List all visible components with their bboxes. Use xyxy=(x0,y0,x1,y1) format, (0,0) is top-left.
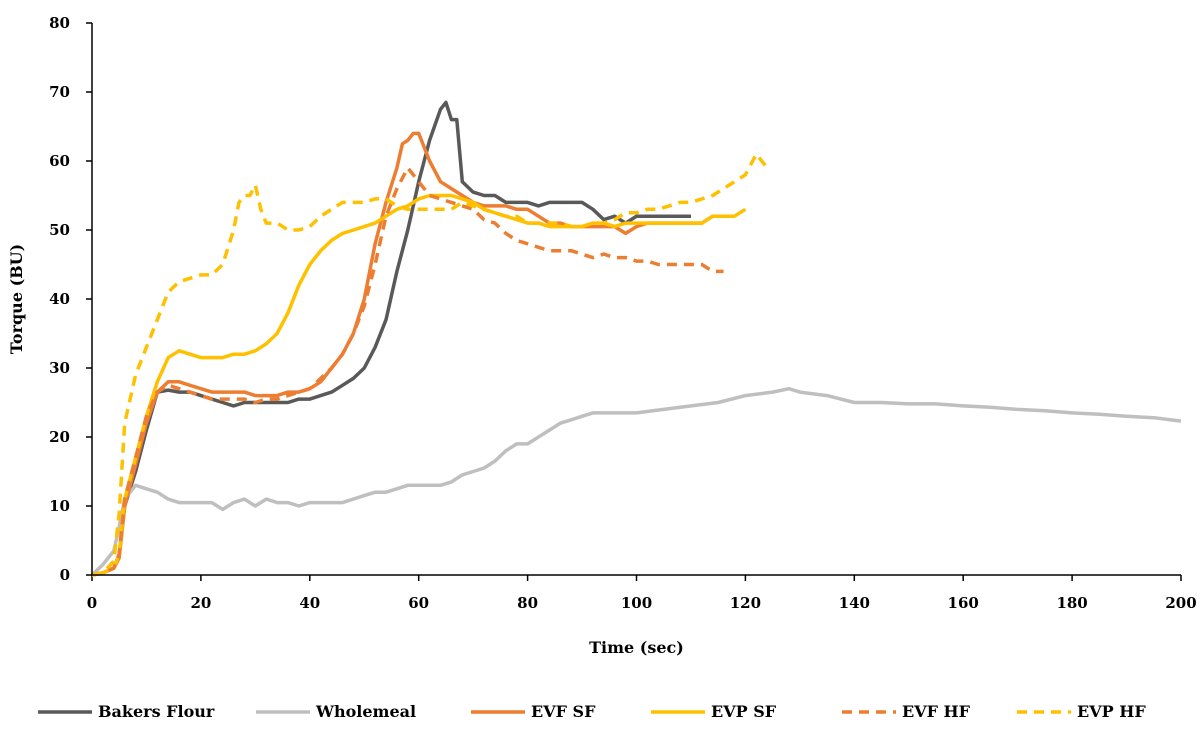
series-line-bakers-flour xyxy=(91,100,691,577)
x-axis-ticks: 0 20 40 60 80 100 120 140 160 180 200 xyxy=(87,575,1197,612)
x-tick-label: 80 xyxy=(517,594,538,612)
legend-label-evp-hf: EVP HF xyxy=(1077,702,1146,721)
x-tick-label: 40 xyxy=(299,594,320,612)
y-tick-label: 80 xyxy=(49,14,70,32)
y-axis-title: Torque (BU) xyxy=(7,244,26,354)
plot-area xyxy=(90,100,1182,577)
series-line-evf-hf xyxy=(91,166,724,577)
y-tick-label: 50 xyxy=(49,221,70,239)
y-tick-label: 40 xyxy=(49,290,70,308)
x-tick-label: 0 xyxy=(87,594,97,612)
legend-label-wholemeal: Wholemeal xyxy=(315,702,416,721)
x-axis-title: Time (sec) xyxy=(589,638,684,657)
legend: Bakers Flour Wholemeal EVF SF EVP SF EVF HF E… xyxy=(38,702,1146,721)
y-tick-label: 60 xyxy=(49,152,70,170)
legend-label-evf-hf: EVF HF xyxy=(902,702,971,721)
x-tick-label: 180 xyxy=(1056,594,1087,612)
y-tick-label: 30 xyxy=(49,359,70,377)
y-axis-ticks: 0 10 20 30 40 50 60 70 80 xyxy=(49,14,92,584)
x-tick-label: 200 xyxy=(1165,594,1196,612)
series-line-evp-hf xyxy=(91,152,769,577)
series-line-wholemeal xyxy=(90,386,1182,577)
x-tick-label: 20 xyxy=(190,594,211,612)
x-tick-label: 140 xyxy=(839,594,870,612)
y-tick-label: 20 xyxy=(49,428,70,446)
x-tick-label: 100 xyxy=(621,594,652,612)
y-tick-label: 70 xyxy=(49,83,70,101)
legend-label-evf-sf: EVF SF xyxy=(531,702,596,721)
series-line-evp-sf xyxy=(91,193,747,577)
y-tick-label: 10 xyxy=(49,497,70,515)
y-tick-label: 0 xyxy=(60,566,70,584)
series-line-evf-sf xyxy=(91,131,735,577)
x-tick-label: 160 xyxy=(948,594,979,612)
x-tick-label: 60 xyxy=(408,594,429,612)
x-tick-label: 120 xyxy=(730,594,761,612)
legend-label-bakers-flour: Bakers Flour xyxy=(98,702,215,721)
legend-label-evp-sf: EVP SF xyxy=(711,702,777,721)
